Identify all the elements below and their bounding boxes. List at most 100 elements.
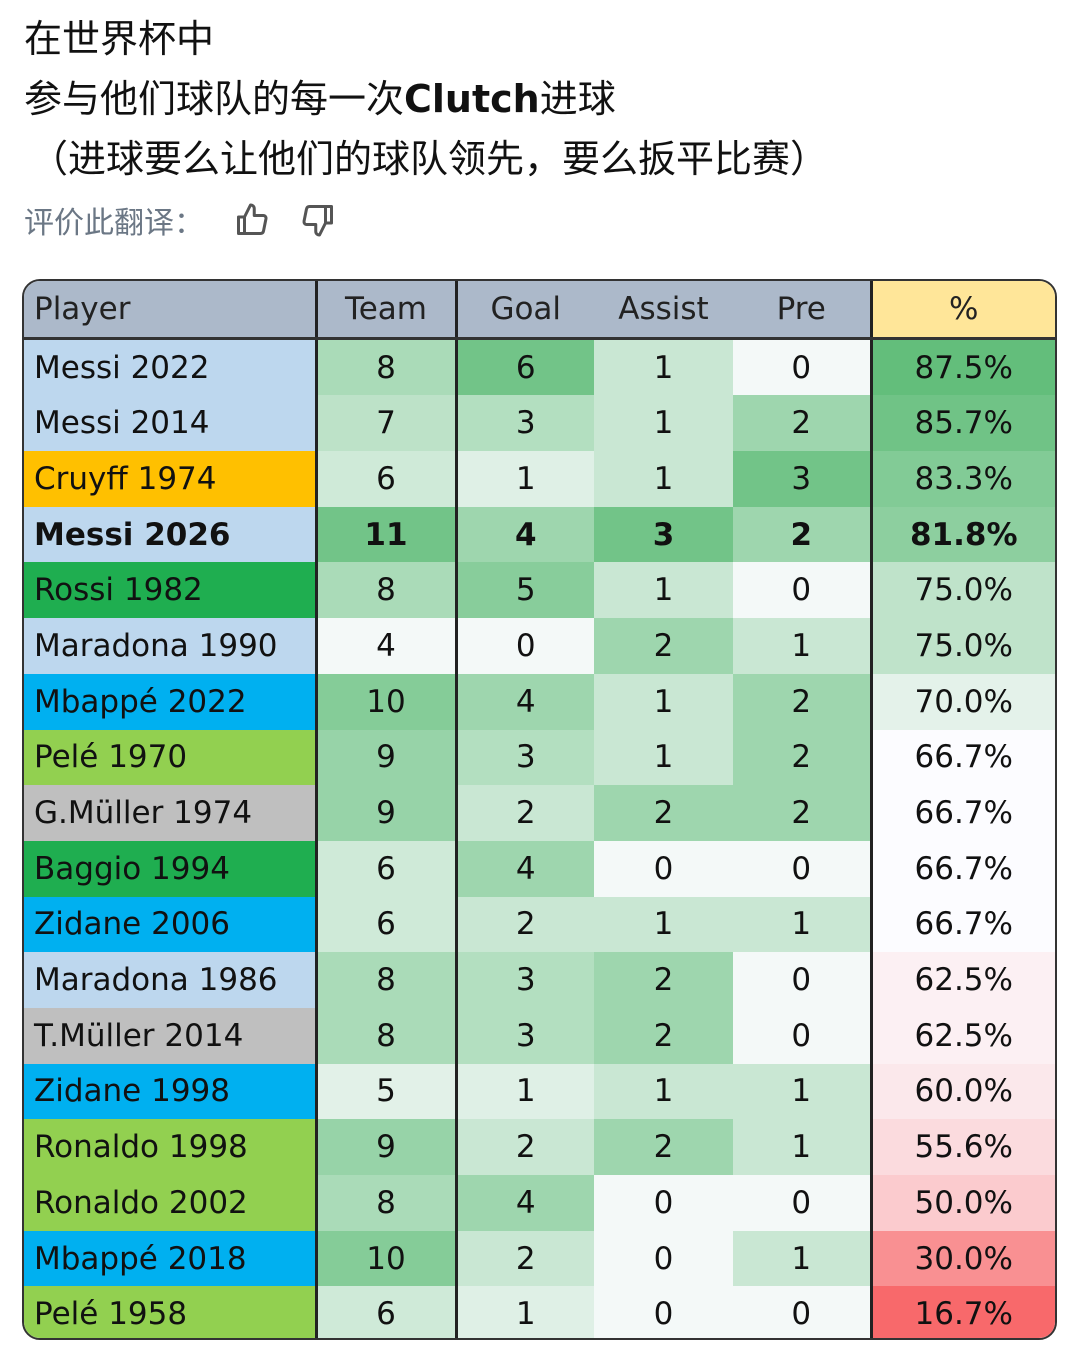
stat-cell: 1 bbox=[594, 673, 733, 730]
stat-cell: 2 bbox=[733, 673, 873, 730]
player-row: Baggio 1994 6 4 0 0 66.7% bbox=[24, 840, 1055, 897]
text: 进球 bbox=[539, 77, 616, 121]
pct-cell: 66.7% bbox=[871, 785, 1055, 841]
stat-cell: 8 bbox=[316, 1175, 458, 1231]
pct-cell: 75.0% bbox=[871, 562, 1055, 619]
stat-cell: 7 bbox=[316, 395, 458, 452]
stat-cell: 10 bbox=[316, 1230, 458, 1287]
pct-cell: 60.0% bbox=[871, 1063, 1055, 1120]
stat-cell: 3 bbox=[456, 1007, 594, 1064]
pct-cell: 81.8% bbox=[871, 506, 1055, 563]
table-image: Player Team Goal Assist Pre% Messi 2022 8 6 1 0 8… bbox=[22, 279, 1057, 1340]
player-cell: Rossi 1982 bbox=[24, 562, 318, 619]
pct-cell: 66.7% bbox=[871, 840, 1055, 897]
stat-cell: 2 bbox=[456, 896, 594, 953]
stat-cell: 0 bbox=[733, 952, 873, 1008]
player-row: Cruyff 1974 6 1 1 3 83.3% bbox=[24, 451, 1055, 507]
stat-cell: 1 bbox=[594, 395, 733, 452]
stat-cell: 1 bbox=[456, 451, 594, 507]
player-cell: Mbappé 2022 bbox=[24, 673, 318, 730]
pct-cell: 16.7% bbox=[871, 1286, 1055, 1338]
stat-cell: 1 bbox=[594, 562, 733, 619]
stat-cell: 0 bbox=[594, 1230, 733, 1287]
stat-cell: 2 bbox=[456, 785, 594, 841]
pct-cell: 83.3% bbox=[871, 451, 1055, 507]
stat-cell: 10 bbox=[316, 673, 458, 730]
stat-cell: 3 bbox=[456, 729, 594, 786]
stat-cell: 0 bbox=[733, 1286, 873, 1338]
title-line: （进球要么让他们的球队领先，要么扳平比赛） bbox=[30, 137, 829, 181]
player-cell: Cruyff 1974 bbox=[24, 451, 318, 507]
stat-cell: 2 bbox=[733, 785, 873, 841]
stat-cell: 2 bbox=[594, 785, 733, 841]
column-header: Pre bbox=[733, 281, 873, 340]
stat-cell: 6 bbox=[456, 338, 594, 396]
pct-cell: 87.5% bbox=[871, 338, 1055, 396]
stat-cell: 0 bbox=[594, 1175, 733, 1231]
pct-cell: 30.0% bbox=[871, 1230, 1055, 1287]
stat-cell: 1 bbox=[456, 1286, 594, 1338]
column-header: Goal bbox=[456, 281, 594, 340]
thumbs-down[interactable] bbox=[300, 202, 336, 238]
stat-cell: 8 bbox=[316, 562, 458, 619]
stat-cell: 5 bbox=[316, 1063, 458, 1120]
stat-cell: 2 bbox=[594, 1119, 733, 1175]
player-row: Rossi 1982 8 5 1 0 75.0% bbox=[24, 562, 1055, 619]
header-row: Player Team Goal Assist Pre% bbox=[24, 281, 1055, 340]
pct-cell: 70.0% bbox=[871, 673, 1055, 730]
stat-cell: 2 bbox=[733, 506, 873, 563]
player-cell: Maradona 1986 bbox=[24, 952, 318, 1008]
stat-cell: 1 bbox=[594, 1063, 733, 1120]
stat-cell: 1 bbox=[733, 1230, 873, 1287]
stat-cell: 4 bbox=[456, 1175, 594, 1231]
stat-cell: 1 bbox=[594, 451, 733, 507]
player-cell: Messi 2014 bbox=[24, 395, 318, 452]
stat-cell: 5 bbox=[456, 562, 594, 619]
stat-cell: 1 bbox=[594, 896, 733, 953]
text: Clutch bbox=[404, 77, 540, 121]
player-row: T.Müller 2014 8 3 2 0 62.5% bbox=[24, 1007, 1055, 1064]
player-cell: Zidane 1998 bbox=[24, 1063, 318, 1120]
stat-cell: 8 bbox=[316, 1007, 458, 1064]
stat-cell: 4 bbox=[456, 840, 594, 897]
stat-cell: 1 bbox=[456, 1063, 594, 1120]
player-cell: Baggio 1994 bbox=[24, 840, 318, 897]
player-row: Messi 2026 11 4 3 2 81.8% bbox=[24, 506, 1055, 563]
pct-cell: 66.7% bbox=[871, 896, 1055, 953]
column-header: Player bbox=[24, 281, 318, 340]
stat-cell: 0 bbox=[733, 1175, 873, 1231]
stat-cell: 6 bbox=[316, 840, 458, 897]
player-cell: Messi 2026 bbox=[24, 506, 318, 563]
player-cell: Zidane 2006 bbox=[24, 896, 318, 953]
rating-label: 评价此翻译： bbox=[24, 206, 204, 241]
pct-cell: 50.0% bbox=[871, 1175, 1055, 1231]
stat-cell: 1 bbox=[733, 1063, 873, 1120]
stat-cell: 2 bbox=[594, 618, 733, 674]
stat-cell: 3 bbox=[456, 395, 594, 452]
player-row: Messi 2014 7 3 1 2 85.7% bbox=[24, 395, 1055, 452]
title-line: 参与他们球队的每一次Clutch进球 bbox=[24, 68, 616, 123]
stat-cell: 1 bbox=[733, 1119, 873, 1175]
stat-cell: 6 bbox=[316, 451, 458, 507]
stat-cell: 1 bbox=[733, 618, 873, 674]
pct-cell: 66.7% bbox=[871, 729, 1055, 786]
player-cell: Messi 2022 bbox=[24, 338, 318, 396]
stat-cell: 11 bbox=[316, 506, 458, 563]
player-row: Ronaldo 2002 8 4 0 0 50.0% bbox=[24, 1175, 1055, 1231]
pct-cell: 62.5% bbox=[871, 1007, 1055, 1064]
stat-cell: 3 bbox=[733, 451, 873, 507]
thumbs-up[interactable] bbox=[234, 202, 270, 238]
stat-cell: 2 bbox=[594, 952, 733, 1008]
stat-cell: 4 bbox=[456, 673, 594, 730]
stat-cell: 1 bbox=[594, 729, 733, 786]
player-row: Mbappé 2022 10 4 1 2 70.0% bbox=[24, 673, 1055, 730]
stat-cell: 4 bbox=[456, 506, 594, 563]
player-row: Messi 2022 8 6 1 0 87.5% bbox=[24, 338, 1055, 396]
stat-cell: 2 bbox=[456, 1230, 594, 1287]
stat-cell: 0 bbox=[594, 840, 733, 897]
text: 参与他们球队的每一次 bbox=[24, 77, 405, 121]
player-row: Ronaldo 1998 9 2 2 1 55.6% bbox=[24, 1119, 1055, 1175]
player-row: Zidane 2006 6 2 1 1 66.7% bbox=[24, 896, 1055, 953]
stat-cell: 3 bbox=[456, 952, 594, 1008]
